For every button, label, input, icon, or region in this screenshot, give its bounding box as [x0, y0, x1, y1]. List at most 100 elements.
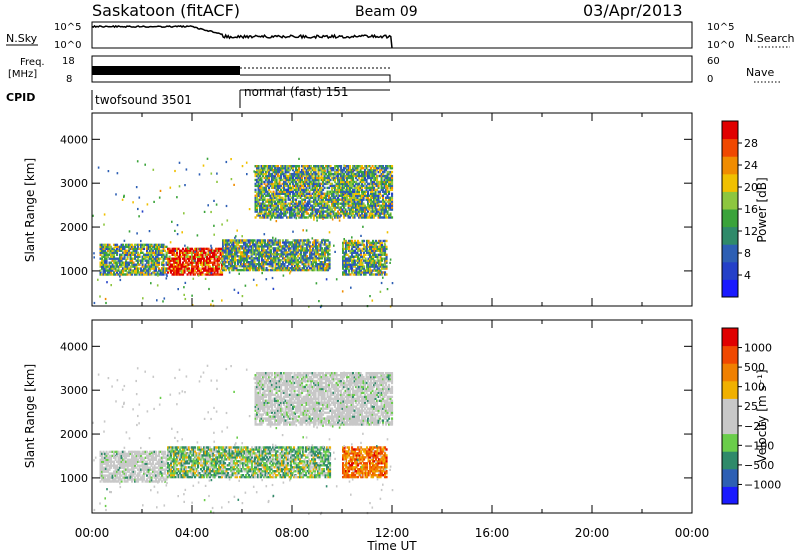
power-echo-cell: [267, 245, 270, 248]
power-echo-cell: [373, 182, 376, 186]
power-echo-cell: [302, 216, 305, 219]
power-echo-cell: [331, 198, 334, 201]
power-echo-cell: [342, 273, 345, 276]
power-echo-cell: [353, 188, 356, 192]
power-echo-cell: [352, 167, 355, 170]
velocity-echo-cell: [107, 468, 110, 471]
velocity-echo-cell: [114, 478, 117, 481]
power-echo-cell: [240, 247, 243, 250]
power-echo-cell: [350, 176, 353, 180]
power-echo-cell: [292, 198, 295, 201]
power-echo-cell: [369, 271, 372, 274]
power-echo-cell: [318, 300, 320, 303]
power-echo-cell: [292, 204, 295, 207]
power-echo-cell: [165, 251, 168, 254]
power-echo-cell: [243, 239, 246, 242]
power-echo-cell: [206, 259, 209, 262]
power-echo-cell: [280, 259, 283, 262]
power-echo-cell: [304, 182, 307, 186]
power-echo-cell: [117, 245, 120, 249]
power-echo-cell: [173, 263, 176, 266]
power-echo-cell: [101, 265, 104, 268]
velocity-echo-cell: [144, 464, 147, 467]
power-echo-cell: [170, 271, 173, 274]
power-echo-cell: [314, 186, 317, 190]
power-echo-cell: [141, 263, 144, 266]
power-echo-cell: [111, 255, 114, 258]
power-echo-cell: [269, 182, 272, 186]
power-echo-cell: [314, 188, 317, 192]
velocity-echo-cell: [128, 478, 131, 481]
power-echo-cell: [262, 214, 265, 217]
velocity-echo-cell: [116, 452, 119, 456]
power-echo-cell: [301, 208, 304, 211]
power-echo-cell: [241, 265, 244, 268]
power-echo-cell: [173, 261, 176, 264]
power-echo-cell: [364, 186, 367, 190]
power-echo-cell: [272, 287, 275, 290]
velocity-echo-cell: [147, 476, 150, 479]
power-echo-cell: [132, 257, 135, 260]
power-echo-cell: [232, 245, 235, 248]
power-echo-cell: [108, 247, 111, 251]
power-echo-cell: [343, 273, 346, 276]
velocity-echo-cell: [138, 466, 141, 469]
power-echo-cell: [370, 214, 373, 217]
power-echo-cell: [321, 255, 324, 258]
power-echo-cell: [158, 257, 161, 260]
power-echo-cell: [194, 253, 197, 256]
velocity-echo-cell: [126, 464, 129, 467]
velocity-echo-cell: [150, 450, 153, 454]
power-echo-cell: [325, 206, 328, 209]
power-echo-cell: [343, 202, 346, 205]
power-echo-cell: [258, 265, 261, 268]
power-echo-cell: [291, 267, 294, 270]
power-echo-cell: [363, 259, 366, 262]
power-echo-cell: [258, 259, 261, 262]
power-echo-cell: [280, 190, 283, 193]
power-echo-cell: [262, 265, 265, 268]
power-echo-cell: [381, 265, 384, 268]
power-echo-cell: [150, 243, 153, 247]
power-echo-cell: [256, 253, 259, 256]
power-echo-cell: [355, 204, 358, 207]
power-echo-cell: [379, 290, 382, 293]
power-echo-cell: [240, 265, 243, 268]
power-echo-cell: [165, 277, 168, 280]
power-echo-cell: [153, 269, 156, 272]
power-echo-cell: [383, 180, 386, 184]
power-echo-cell: [335, 190, 338, 193]
power-echo-cell: [374, 210, 377, 213]
power-echo-cell: [299, 174, 302, 178]
power-echo-cell: [300, 257, 303, 260]
power-echo-cell: [201, 273, 204, 276]
power-echo-cell: [105, 261, 108, 264]
velocity-echo-cell: [123, 452, 126, 456]
power-echo-cell: [343, 192, 346, 195]
power-echo-cell: [261, 265, 264, 268]
power-echo-cell: [108, 269, 111, 272]
power-echo-cell: [349, 186, 352, 190]
power-echo-cell: [322, 170, 325, 174]
velocity-echo-cell: [105, 458, 108, 461]
power-echo-cell: [283, 214, 286, 217]
power-echo-cell: [335, 278, 338, 281]
power-echo-cell: [372, 263, 375, 266]
power-echo-cell: [246, 173, 248, 176]
power-echo-cell: [362, 172, 365, 176]
power-echo-cell: [225, 247, 228, 250]
power-echo-cell: [229, 239, 232, 242]
power-echo-cell: [321, 241, 324, 244]
power-echo-cell: [258, 247, 261, 250]
power-echo-cell: [332, 168, 335, 172]
power-echo-cell: [371, 204, 374, 207]
power-echo-cell: [279, 267, 282, 270]
power-echo-cell: [255, 268, 258, 272]
velocity-echo-cell: [125, 456, 128, 459]
power-echo-cell: [379, 265, 382, 268]
power-echo-cell: [252, 267, 255, 270]
power-echo-cell: [116, 269, 119, 272]
power-echo-cell: [280, 247, 283, 250]
power-echo-cell: [191, 269, 194, 272]
power-echo-cell: [262, 241, 265, 244]
